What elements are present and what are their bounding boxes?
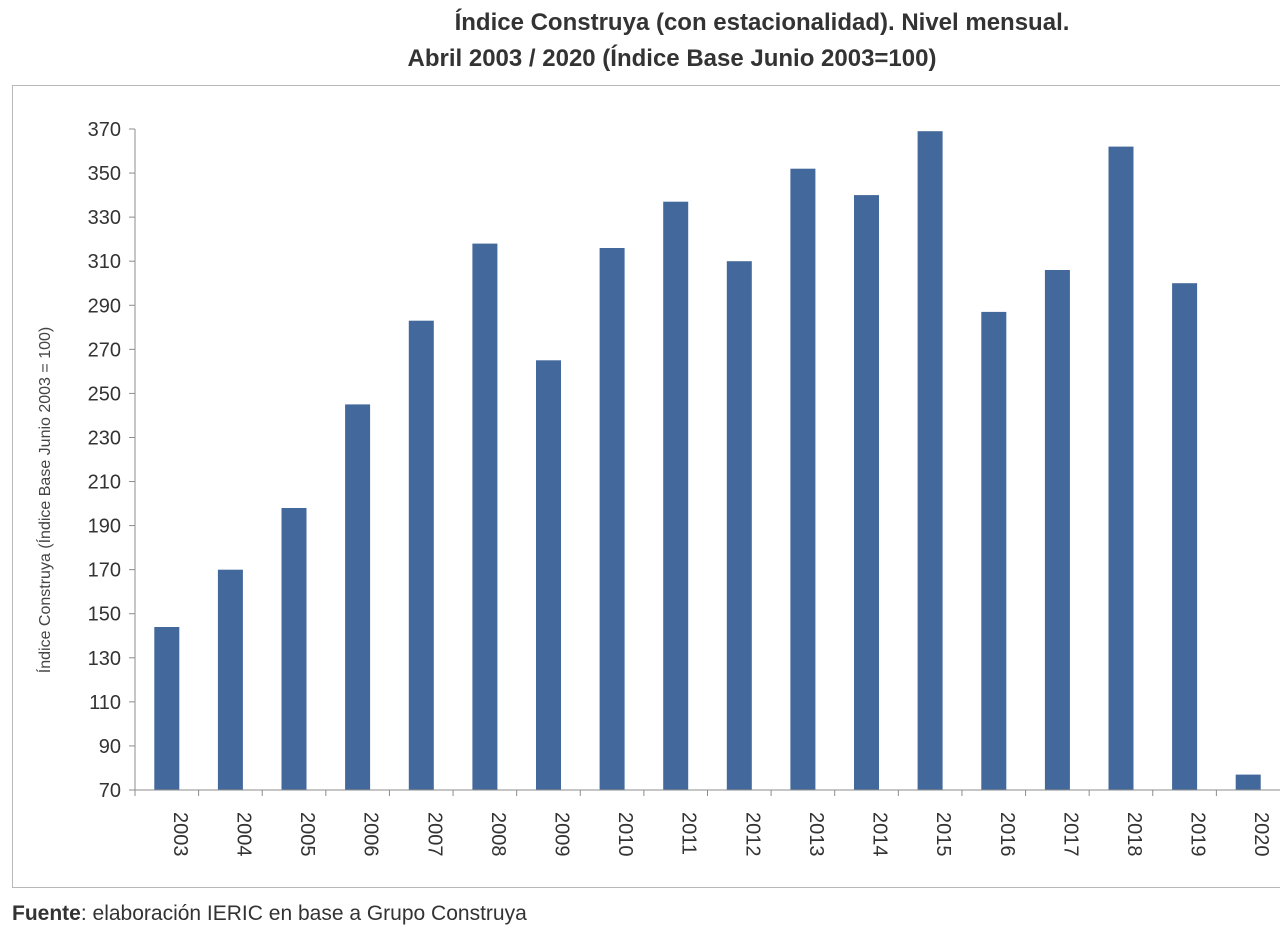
y-tick-label-110: 110 <box>89 692 121 714</box>
chart-title: Índice Construya (con estacionalidad). N… <box>454 9 1070 36</box>
labels-layer: 70 90 110 130 150 170 190 210 230 250 270 290 310 330… <box>88 119 1273 857</box>
source-note: Fuente: elaboración IERIC en base a Grup… <box>12 902 527 926</box>
bar-2015 <box>917 131 943 790</box>
chart-subtitle: Abril 2003 / 2020 (Índice Base Junio 200… <box>407 45 937 72</box>
x-tick-label-2007: 2007 <box>423 812 445 857</box>
y-tick-label-310: 310 <box>88 251 121 273</box>
y-tick-label-250: 250 <box>88 383 121 405</box>
y-tick-label-170: 170 <box>88 560 121 582</box>
bar-2017 <box>1044 270 1070 790</box>
bar-2009 <box>536 360 561 790</box>
bar-chart: 70 90 110 130 150 170 190 210 230 250 270 290 310 330… <box>35 119 1280 857</box>
bar-2016 <box>981 311 1007 790</box>
y-tick-label-130: 130 <box>88 648 121 670</box>
bar-2011 <box>663 201 689 790</box>
x-tick-label-2009: 2009 <box>551 812 573 857</box>
x-tick-label-2016: 2016 <box>996 812 1018 857</box>
bar-2006 <box>345 404 371 790</box>
axes-layer <box>129 128 1280 796</box>
x-tick-label-2020: 2020 <box>1250 812 1272 857</box>
bar-2010 <box>599 248 625 790</box>
bar-2007 <box>408 320 434 790</box>
bar-2013 <box>790 168 816 790</box>
bar-2020 <box>1235 774 1261 790</box>
bar-2014 <box>854 195 879 791</box>
x-tick-label-2014: 2014 <box>869 812 891 857</box>
bars-layer <box>154 131 1261 791</box>
y-tick-label-350: 350 <box>88 163 121 185</box>
bar-2012 <box>726 261 752 790</box>
y-tick-label-270: 270 <box>88 339 121 361</box>
bar-2003 <box>154 627 180 790</box>
x-tick-label-2004: 2004 <box>232 812 254 857</box>
y-axis-title: Índice Construya (Índice Base Junio 2003… <box>35 327 54 673</box>
x-tick-label-2005: 2005 <box>296 812 318 857</box>
x-tick-label-2010: 2010 <box>614 812 636 857</box>
y-tick-label-70: 70 <box>99 780 121 802</box>
x-tick-label-2015: 2015 <box>932 812 954 857</box>
source-label: Fuente <box>12 902 81 925</box>
x-tick-label-2003: 2003 <box>169 812 191 857</box>
x-tick-label-2011: 2011 <box>678 812 700 855</box>
bar-2004 <box>217 569 243 790</box>
y-tick-label-290: 290 <box>88 295 121 317</box>
x-tick-label-2019: 2019 <box>1187 812 1209 857</box>
bar-2018 <box>1108 146 1134 791</box>
y-tick-label-210: 210 <box>88 472 121 494</box>
y-tick-label-90: 90 <box>99 736 121 758</box>
y-tick-label-370: 370 <box>88 119 121 141</box>
x-tick-label-2018: 2018 <box>1123 812 1145 857</box>
bar-2005 <box>281 508 307 790</box>
y-tick-label-330: 330 <box>88 207 121 229</box>
x-tick-label-2013: 2013 <box>805 812 827 857</box>
chart-frame <box>12 85 1280 888</box>
source-text: : elaboración IERIC en base a Grupo Cons… <box>80 902 527 925</box>
y-tick-label-190: 190 <box>88 516 121 538</box>
x-tick-label-2012: 2012 <box>741 812 763 857</box>
y-tick-label-150: 150 <box>88 604 121 626</box>
bar-2019 <box>1172 283 1198 790</box>
x-tick-label-2006: 2006 <box>360 812 382 857</box>
x-tick-label-2008: 2008 <box>487 812 509 857</box>
bar-2008 <box>472 243 498 791</box>
y-tick-label-230: 230 <box>88 427 121 449</box>
x-tick-label-2017: 2017 <box>1059 812 1081 857</box>
